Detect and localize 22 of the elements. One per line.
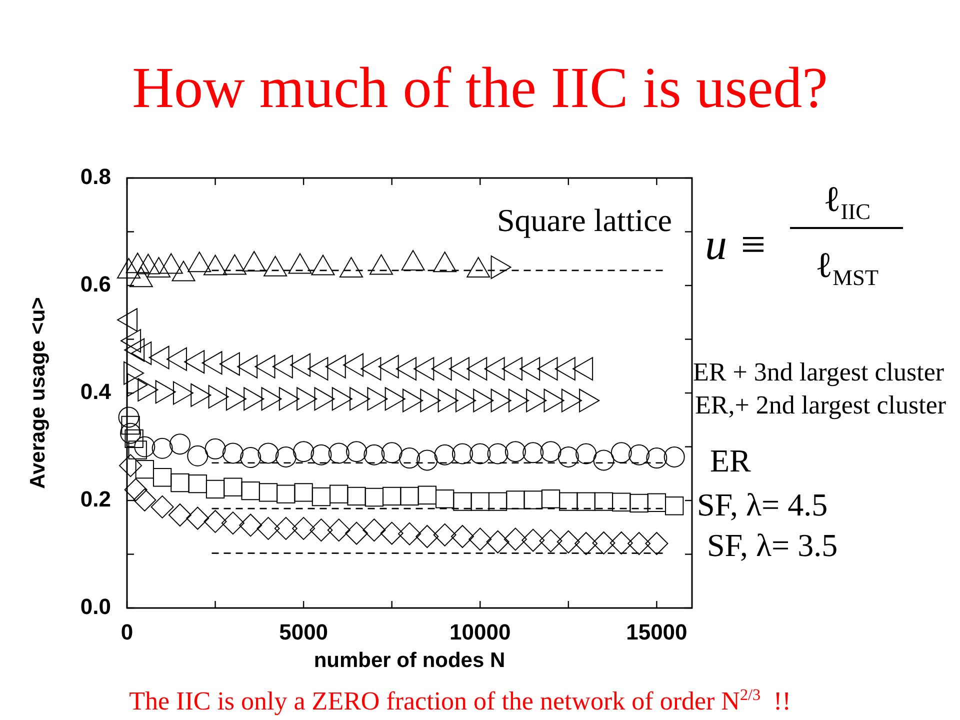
y-tick-label: 0.0 [80, 594, 111, 620]
x-tick-label: 0 [120, 619, 134, 644]
text: ℓ$_{IIC}$ [822, 178, 872, 226]
text: u ≡ [705, 220, 768, 269]
y-tick-label: 0.8 [80, 164, 111, 190]
x-tick-label: 15000 [626, 619, 688, 644]
legend-label: SF, λ= 3.5 [707, 526, 838, 563]
legend-label: Square lattice [496, 202, 672, 238]
legend-label: ER + 3nd largest cluster [693, 358, 944, 387]
chart-title: How much of the IIC is used? [131, 55, 829, 121]
x-axis-title: number of nodes N [314, 649, 506, 672]
y-tick-label: 0.4 [80, 379, 112, 404]
y-tick-label: 0.2 [80, 486, 111, 512]
series-label: SF, λ= 4.5 [697, 486, 828, 522]
x-tick-label: 10000 [450, 619, 511, 644]
text: ℓ$_{MST}$ [814, 244, 880, 292]
text: The IIC is only a ZERO fraction of the network of order N$^{2/3}$ !! [128, 686, 792, 716]
legend-label: ER [710, 442, 752, 478]
legend-label: ER,+ 2nd largest cluster [695, 390, 946, 420]
y-tick-label: 0.6 [80, 272, 111, 297]
y-axis-title: Average usage <u> [26, 297, 50, 489]
x-tick-label: 5000 [279, 619, 328, 644]
